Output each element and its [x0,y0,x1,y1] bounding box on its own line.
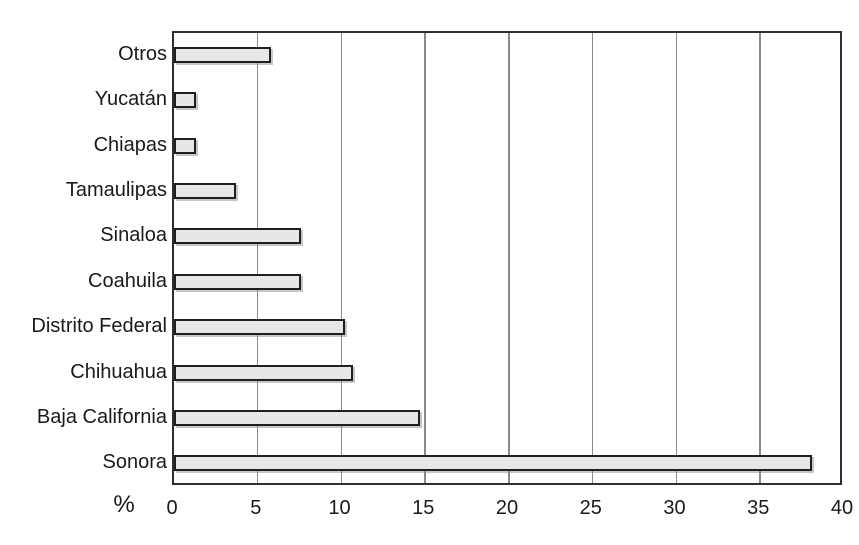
bar-chiapas [174,137,196,154]
gridline-x-35 [759,33,761,483]
category-label-chiapas: Chiapas [93,133,167,156]
gridline-x-15 [424,33,426,483]
category-label-sinaloa: Sinaloa [100,224,167,247]
gridline-x-10 [340,33,342,483]
category-label-yucatán: Yucatán [94,88,167,111]
category-label-chihuahua: Chihuahua [70,360,167,383]
category-label-baja-california: Baja California [36,405,167,428]
x-tick-label-30: 30 [663,497,686,519]
gridline-x-5 [256,33,259,483]
bar-chihuahua [174,364,354,381]
category-label-coahuila: Coahuila [88,269,167,292]
x-tick-label-35: 35 [747,497,770,519]
bar-baja-california [174,409,421,426]
category-label-otros: Otros [118,42,167,65]
x-tick-label-15: 15 [412,497,435,519]
bar-sinaloa [174,228,302,245]
bar-otros [174,46,272,63]
x-tick-label-10: 10 [328,497,351,519]
x-tick-label-25: 25 [579,497,602,519]
gridline-x-20 [508,33,510,483]
bar-tamaulipas [174,182,236,199]
x-tick-label-5: 5 [250,497,262,519]
category-label-sonora: Sonora [102,451,168,474]
category-label-tamaulipas: Tamaulipas [65,178,167,201]
x-tick-label-0: 0 [166,497,178,519]
bar-coahuila [174,273,302,290]
gridline-x-25 [591,33,594,483]
bar-yucatán [174,92,196,109]
bar-distrito-federal [174,319,345,336]
x-tick-label-20: 20 [495,497,519,519]
bar-sonora [174,455,813,472]
gridline-x-30 [675,33,677,483]
category-label-distrito-federal: Distrito Federal [31,315,167,338]
x-axis-unit-label: % [113,491,135,518]
x-tick-label-40: 40 [830,497,854,519]
plot-area [172,31,842,485]
